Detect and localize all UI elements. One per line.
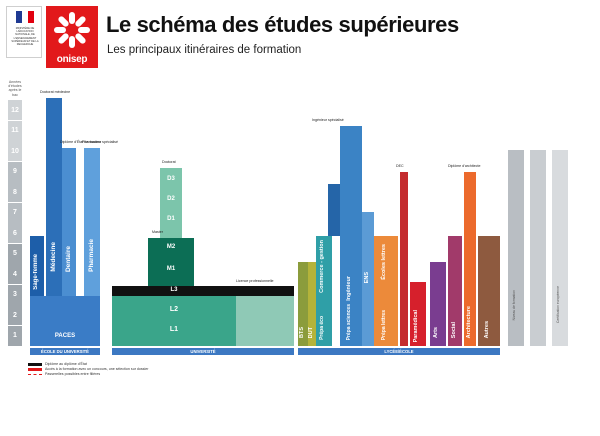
licence-pro-block bbox=[236, 296, 294, 346]
ecoles-lettres-label: Écoles lettres bbox=[381, 244, 387, 280]
cpge-sci-label: Prépa sciences bbox=[346, 303, 352, 340]
ens-label: ENS bbox=[364, 272, 370, 284]
dec-label: DEC bbox=[396, 164, 404, 168]
master-label: Master bbox=[152, 230, 163, 234]
autres-label: Autres bbox=[484, 320, 490, 338]
ingenieur-label: Ingénieur bbox=[346, 276, 352, 301]
commerce-label: Commerce - gestion bbox=[319, 240, 325, 293]
architecture-block: Architecture bbox=[464, 172, 476, 346]
year-level-12: 12 bbox=[8, 100, 22, 120]
year-level-4: 4 bbox=[8, 264, 22, 284]
licence-pro-label: Licence professionnelle bbox=[236, 279, 274, 283]
dentaire-block: Dentaire bbox=[62, 148, 76, 296]
legend: Diplôme au diplôme d'État Accès à la for… bbox=[28, 362, 148, 378]
year-level-11: 11 bbox=[8, 120, 22, 141]
year-level-10: 10 bbox=[8, 141, 22, 161]
licence-pro-bar bbox=[236, 286, 294, 296]
l2-label: L2 bbox=[169, 306, 179, 313]
year-level-1: 1 bbox=[8, 325, 22, 346]
dec-block bbox=[400, 172, 408, 346]
dut-block: DUT bbox=[308, 262, 316, 346]
l3-bar: L3 bbox=[112, 286, 236, 296]
master-block: M2 M1 bbox=[148, 238, 194, 286]
social-label: Social bbox=[451, 321, 457, 338]
ingenieur-spec-label: Ingénieur spécialisé bbox=[312, 118, 344, 122]
arts-block: Arts bbox=[430, 262, 446, 346]
d3-label: D3 bbox=[167, 176, 175, 182]
doctorat-label: Doctorat bbox=[162, 160, 176, 164]
bts-block: BTS bbox=[298, 262, 308, 346]
page-title: Le schéma des études supérieures bbox=[106, 12, 459, 37]
paramedical-label: Paramédical bbox=[413, 309, 419, 342]
l3-label: L3 bbox=[170, 287, 178, 293]
niveau-column-label: Niveau de formation bbox=[512, 290, 516, 321]
dut-label: DUT bbox=[308, 326, 314, 338]
ingenieur-spec-block bbox=[328, 184, 340, 236]
certification-column-label: Certification européenne bbox=[556, 286, 560, 323]
ens-block: ENS bbox=[362, 212, 374, 346]
medecine-label: Médecine bbox=[50, 242, 57, 272]
social-block: Social bbox=[448, 236, 462, 346]
ministry-text: MINISTÈRE DE L'ÉDUCATION NATIONALE, DE L… bbox=[11, 27, 39, 47]
autres-block: Autres bbox=[478, 236, 500, 346]
year-level-9: 9 bbox=[8, 161, 22, 182]
certification-column bbox=[530, 150, 546, 346]
page-subtitle: Les principaux itinéraires de formation bbox=[107, 44, 302, 56]
cpge-lettres-label: Prépa lettres bbox=[381, 309, 387, 340]
equivalence-column bbox=[552, 150, 568, 346]
year-level-8: 8 bbox=[8, 182, 22, 202]
paces-label: PACES bbox=[54, 333, 76, 339]
paramedical-block: Paramédical bbox=[410, 282, 426, 346]
m1-label: M1 bbox=[166, 266, 176, 272]
ingenieur-block: Ingénieur Prépa sciences bbox=[340, 126, 362, 346]
l1-l2-block: L1 L2 bbox=[112, 296, 236, 346]
ecole-universite-band: ÉCOLE DU UNIVERSITÉ bbox=[30, 348, 100, 355]
diplome-medecine-label: Diplôme d'État de docteur bbox=[60, 140, 102, 144]
doctorat-medecine-label: Doctorat médecine bbox=[40, 90, 71, 94]
french-flag-icon bbox=[16, 11, 34, 23]
republique-francaise-logo: MINISTÈRE DE L'ÉDUCATION NATIONALE, DE L… bbox=[6, 6, 42, 58]
legend-acces: Accès à la formation avec un concours, u… bbox=[45, 367, 149, 372]
onisep-star-icon bbox=[54, 12, 90, 48]
year-level-5: 5 bbox=[8, 243, 22, 264]
year-level-3: 3 bbox=[8, 284, 22, 305]
universite-band: UNIVERSITÉ bbox=[112, 348, 294, 355]
bts-label: BTS bbox=[299, 327, 305, 338]
ecoles-lettres-block: Écoles lettres Prépa lettres bbox=[374, 236, 398, 346]
years-scale-heading: Années d'études après le bac bbox=[8, 80, 22, 97]
year-level-2: 2 bbox=[8, 305, 22, 325]
doctorat-block: D3 D2 D1 bbox=[160, 168, 182, 238]
commerce-block: Commerce - gestion Prépa éco bbox=[316, 236, 332, 346]
architecte-label: Diplôme d'architecte bbox=[448, 164, 481, 168]
onisep-logo: onisep bbox=[46, 6, 98, 68]
pharmacie-label: Pharmacie bbox=[88, 239, 95, 272]
sagefemme-label: Sage-femme bbox=[33, 254, 39, 290]
lycee-ecole-band: LYCÉE/ÉCOLE bbox=[298, 348, 500, 355]
onisep-wordmark: onisep bbox=[56, 54, 88, 65]
l1-label: L1 bbox=[169, 326, 179, 333]
niveau-column bbox=[508, 150, 524, 346]
architecture-label: Architecture bbox=[466, 305, 472, 338]
paces-block: PACES bbox=[30, 296, 100, 346]
legend-diplome: Diplôme au diplôme d'État bbox=[45, 362, 87, 366]
year-level-7: 7 bbox=[8, 202, 22, 223]
d1-label: D1 bbox=[167, 216, 175, 222]
dentaire-label: Dentaire bbox=[65, 245, 72, 272]
pharmacie-block: Pharmacie bbox=[84, 148, 100, 296]
legend-passerelles: Passerelles possibles entre filières bbox=[45, 372, 101, 377]
cpge-eco-label: Prépa éco bbox=[319, 316, 325, 340]
arts-label: Arts bbox=[433, 326, 439, 338]
m2-label: M2 bbox=[166, 244, 176, 250]
sagefemme-block: Sage-femme bbox=[30, 236, 44, 296]
year-level-6: 6 bbox=[8, 223, 22, 243]
pharmacien-label: Pharmacien spécialisé bbox=[82, 140, 118, 144]
medecine-block: Médecine bbox=[46, 98, 62, 296]
d2-label: D2 bbox=[167, 196, 175, 202]
